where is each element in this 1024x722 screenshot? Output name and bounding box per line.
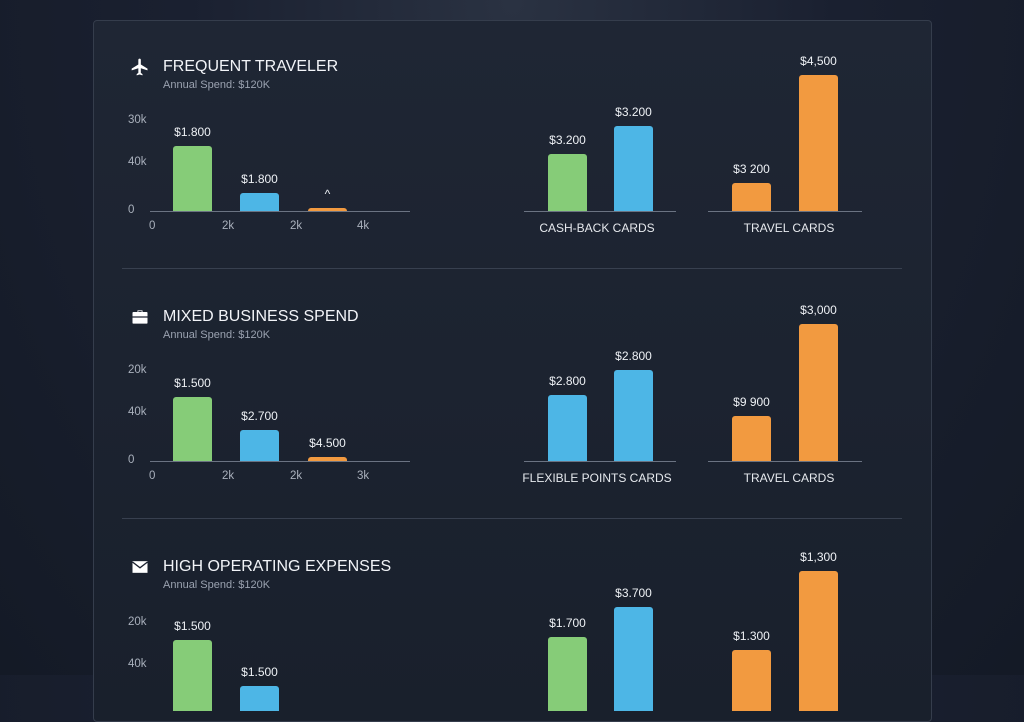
x-tick-label: 4k xyxy=(357,220,370,232)
bar-value-label: $1.700 xyxy=(549,616,586,630)
x-axis-line xyxy=(524,211,676,212)
bar-blue xyxy=(614,370,653,461)
category-label: FLEXIBLE POINTS CARDS xyxy=(522,471,672,485)
x-tick-label: 2k xyxy=(290,220,303,232)
x-tick-label: 2k xyxy=(222,220,235,232)
x-axis-line xyxy=(708,461,862,462)
y-tick-label: 40k xyxy=(128,406,147,418)
bar-blue xyxy=(240,193,279,211)
bar-blue xyxy=(548,395,587,461)
bar-orange xyxy=(799,75,838,211)
bar-value-label: $1.500 xyxy=(174,619,211,633)
bar-blue xyxy=(614,607,653,711)
bar-value-label: $1.800 xyxy=(241,172,278,186)
bar-value-label: $9 900 xyxy=(733,395,770,409)
y-tick-label: 30k xyxy=(128,114,147,126)
section-title: FREQUENT TRAVELER xyxy=(163,58,339,75)
section-subtitle: Annual Spend: $120K xyxy=(163,579,271,591)
section-title: MIXED BUSINESS SPEND xyxy=(163,308,359,325)
x-tick-label: 2k xyxy=(290,470,303,482)
bar-blue xyxy=(614,126,653,211)
bar-green xyxy=(548,637,587,711)
bar-orange xyxy=(732,416,771,461)
bar-value-label: $3.700 xyxy=(615,586,652,600)
bar-orange xyxy=(308,457,347,461)
x-tick-label: 0 xyxy=(149,470,156,482)
bar-orange xyxy=(799,571,838,711)
x-tick-label: 0 xyxy=(149,220,156,232)
section-divider xyxy=(122,518,902,519)
y-tick-label: 20k xyxy=(128,364,147,376)
x-axis-line xyxy=(708,211,862,212)
category-label: CASH-BACK CARDS xyxy=(539,221,655,235)
bar-orange xyxy=(799,324,838,461)
bar-value-label: $3,000 xyxy=(800,303,837,317)
bar-value-label: $2.700 xyxy=(241,409,278,423)
bar-orange xyxy=(732,650,771,711)
section-subtitle: Annual Spend: $120K xyxy=(163,79,271,91)
bar-value-label: $1.800 xyxy=(174,125,211,139)
bar-orange xyxy=(732,183,771,211)
x-axis-line xyxy=(150,211,410,212)
category-label: TRAVEL CARDS xyxy=(743,221,835,235)
bar-green xyxy=(173,146,212,211)
bar-value-label: $2.800 xyxy=(549,374,586,388)
bar-value-label: $3 200 xyxy=(733,162,770,176)
bar-green xyxy=(548,154,587,211)
y-tick-label: 0 xyxy=(128,454,135,466)
section-divider xyxy=(122,268,902,269)
bar-value-label: $2.800 xyxy=(615,349,652,363)
y-tick-label: 40k xyxy=(128,658,147,670)
y-tick-label: 0 xyxy=(128,204,135,216)
bar-blue xyxy=(240,430,279,461)
x-tick-label: 2k xyxy=(222,470,235,482)
y-tick-label: 40k xyxy=(128,156,147,168)
infographic-panel xyxy=(93,20,932,722)
bar-green xyxy=(173,640,212,711)
bar-value-label: $3.200 xyxy=(615,105,652,119)
x-axis-line xyxy=(150,461,410,462)
bar-blue xyxy=(240,686,279,711)
bar-value-label: $1.500 xyxy=(174,376,211,390)
y-tick-label: 20k xyxy=(128,616,147,628)
bar-value-label: $4.500 xyxy=(309,436,346,450)
section-envelope-icon xyxy=(130,557,150,582)
bar-value-label: $1.500 xyxy=(241,665,278,679)
section-briefcase-icon xyxy=(130,307,150,332)
x-axis-line xyxy=(524,461,676,462)
bar-value-label: $1,300 xyxy=(800,550,837,564)
bar-value-label: $4,500 xyxy=(800,54,837,68)
category-label: TRAVEL CARDS xyxy=(743,471,835,485)
section-subtitle: Annual Spend: $120K xyxy=(163,329,271,341)
section-title: HIGH OPERATING EXPENSES xyxy=(163,558,392,575)
section-airplane-icon xyxy=(130,57,150,82)
x-tick-label: 3k xyxy=(357,470,370,482)
bar-green xyxy=(173,397,212,461)
bar-value-label: ^ xyxy=(324,187,331,201)
bar-value-label: $1.300 xyxy=(733,629,770,643)
bar-value-label: $3.200 xyxy=(549,133,586,147)
bar-orange xyxy=(308,208,347,211)
